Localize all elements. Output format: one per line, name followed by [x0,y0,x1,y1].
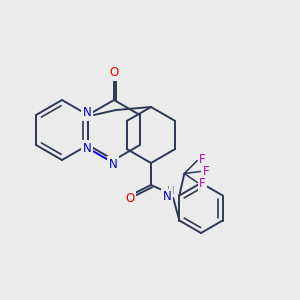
Text: N: N [163,190,171,203]
Text: F: F [199,177,206,190]
Text: N: N [82,142,91,154]
Text: N: N [82,106,91,119]
Text: O: O [109,67,119,80]
Text: F: F [203,165,210,178]
Text: F: F [199,153,206,166]
Text: N: N [109,158,117,170]
Text: H: H [167,186,175,196]
Text: O: O [125,191,135,205]
